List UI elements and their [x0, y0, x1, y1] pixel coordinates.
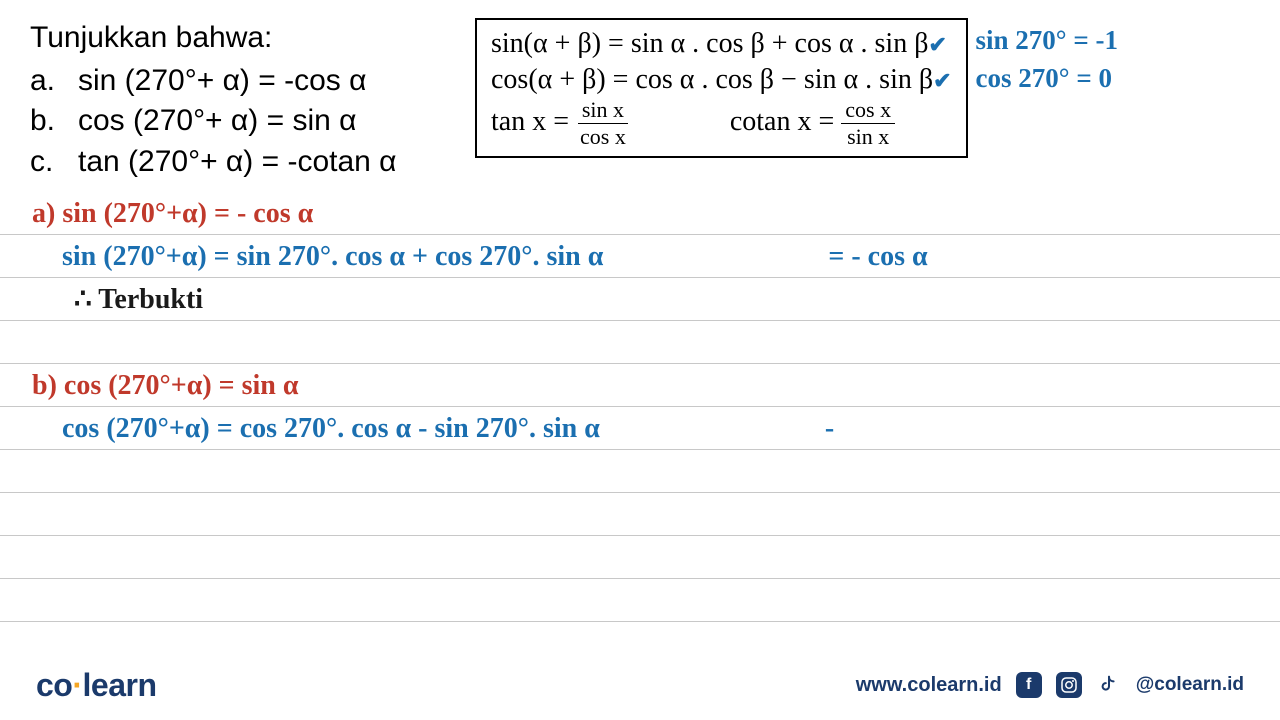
question-block: Tunjukkan bahwa: a. sin (270°+ α) = -cos… — [30, 18, 475, 182]
part-a-step1: sin (270°+α) = sin 270°. cos α + cos 270… — [32, 235, 603, 278]
formula-text: cos(α + β) = cos α . cos β − sin α . sin… — [491, 64, 933, 95]
numerator: cos x — [841, 99, 895, 124]
formula-cos-sum: cos(α + β) = cos α . cos β − sin α . sin… — [491, 62, 952, 98]
note-sin270: sin 270° = -1 — [976, 22, 1118, 60]
denominator: cos x — [576, 124, 630, 148]
footer-url: www.colearn.id — [856, 674, 1002, 697]
formula-box: sin(α + β) = sin α . cos β + cos α . sin… — [475, 18, 968, 158]
tan-label: tan x = — [491, 106, 569, 137]
note-cos270: cos 270° = 0 — [976, 60, 1118, 98]
fraction: cos x sin x — [841, 99, 895, 148]
side-notes: sin 270° = -1 cos 270° = 0 — [968, 18, 1118, 98]
item-letter: a. — [30, 61, 78, 102]
formula-text: sin(α + β) = sin α . cos β + cos α . sin… — [491, 28, 928, 59]
cot-label: cotan x = — [730, 106, 834, 137]
item-letter: c. — [30, 142, 78, 183]
tiktok-icon — [1096, 672, 1122, 698]
question-item-a: a. sin (270°+ α) = -cos α — [30, 61, 475, 102]
top-row: Tunjukkan bahwa: a. sin (270°+ α) = -cos… — [30, 18, 1250, 182]
formula-cotan: cotan x = cos x sin x — [730, 99, 895, 148]
blank-line — [32, 321, 1250, 364]
denominator: sin x — [843, 124, 893, 148]
part-b-header: b) cos (270°+α) = sin α — [32, 364, 1250, 407]
numerator: sin x — [578, 99, 628, 124]
handwritten-work: a) sin (270°+α) = - cos α sin (270°+α) =… — [30, 192, 1250, 450]
part-b-step2: - — [607, 407, 834, 450]
formula-tan: tan x = sin x cos x — [491, 99, 630, 148]
check-icon: ✔ — [933, 68, 951, 93]
part-a-proof: ∴ Terbukti — [32, 278, 1250, 321]
footer-right: www.colearn.id f @colearn.id — [856, 672, 1244, 698]
item-text: sin (270°+ α) = -cos α — [78, 61, 366, 102]
ruled-paper: a) sin (270°+α) = - cos α sin (270°+α) =… — [30, 192, 1250, 662]
colearn-logo: co·learn — [36, 667, 156, 704]
check-icon: ✔ — [928, 32, 946, 57]
facebook-icon: f — [1016, 672, 1042, 698]
question-item-c: c. tan (270°+ α) = -cotan α — [30, 142, 475, 183]
question-item-b: b. cos (270°+ α) = sin α — [30, 101, 475, 142]
item-text: cos (270°+ α) = sin α — [78, 101, 356, 142]
instagram-icon — [1056, 672, 1082, 698]
question-title: Tunjukkan bahwa: — [30, 18, 475, 59]
item-letter: b. — [30, 101, 78, 142]
footer-handle: @colearn.id — [1136, 674, 1244, 696]
logo-co: co — [36, 667, 72, 703]
fraction: sin x cos x — [576, 99, 630, 148]
part-a-header: a) sin (270°+α) = - cos α — [32, 192, 1250, 235]
item-text: tan (270°+ α) = -cotan α — [78, 142, 397, 183]
formula-sin-sum: sin(α + β) = sin α . cos β + cos α . sin… — [491, 26, 952, 62]
logo-learn: learn — [83, 667, 157, 703]
footer: co·learn www.colearn.id f @colearn.id — [0, 660, 1280, 720]
part-a-step2: = - cos α — [610, 235, 927, 278]
formula-tan-cot-row: tan x = sin x cos x cotan x = cos x sin … — [491, 99, 952, 148]
part-b-step1: cos (270°+α) = cos 270°. cos α - sin 270… — [32, 407, 600, 450]
logo-dot: · — [72, 667, 82, 703]
